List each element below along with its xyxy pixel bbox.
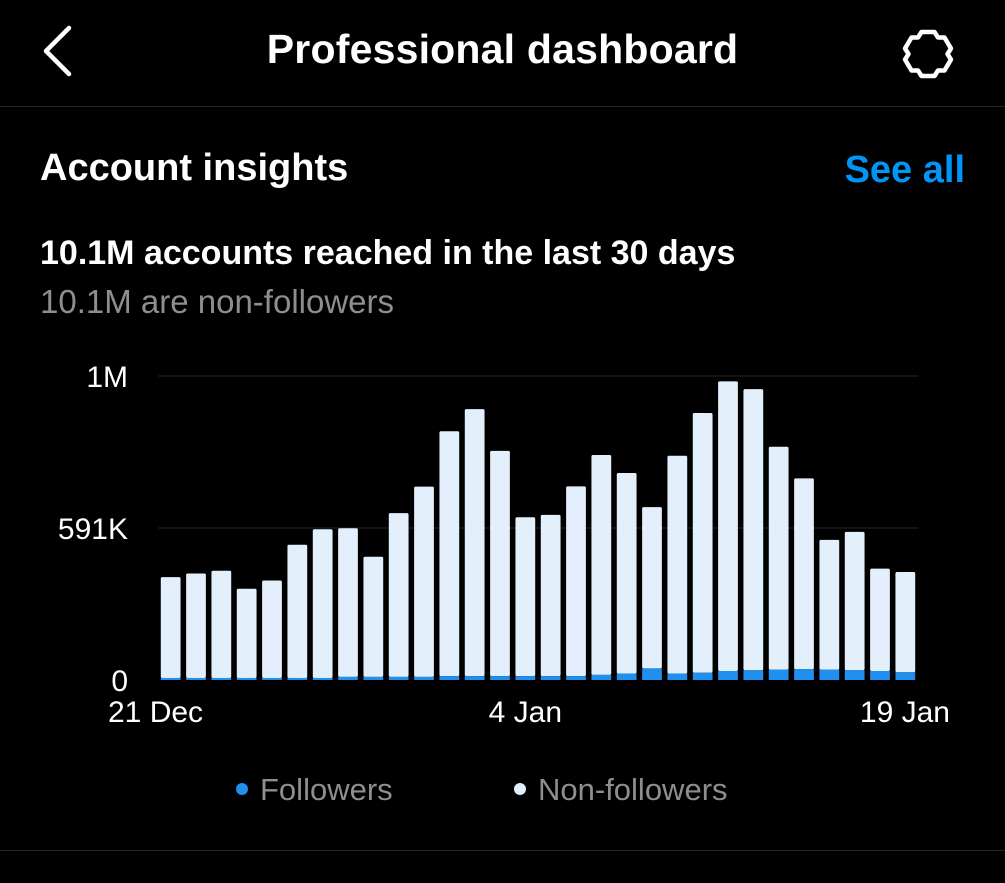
see-all-link[interactable]: See all — [844, 149, 965, 191]
bar-followers — [743, 670, 764, 680]
bar-non-followers — [338, 528, 358, 677]
chart-grid — [158, 375, 918, 529]
bar-followers — [718, 670, 738, 680]
non-followers-dot-icon — [514, 782, 526, 795]
reach-bar-chart: 0 591K 1M 21 Dec 4 Jan 19 Jan — [58, 361, 950, 729]
x-tick-label: 4 Jan — [489, 696, 562, 729]
bar-non-followers — [160, 577, 181, 678]
bar-followers — [870, 670, 890, 680]
bar-followers — [388, 676, 409, 680]
legend-item-followers: Followers — [236, 772, 393, 808]
bar-followers — [439, 676, 460, 680]
bar-followers — [794, 669, 814, 680]
bar-followers — [515, 676, 536, 680]
y-tick-label: 591K — [58, 513, 128, 546]
bar-non-followers — [667, 455, 688, 674]
bar-followers — [338, 676, 358, 680]
x-axis-labels: 21 Dec 4 Jan 19 Jan — [108, 696, 950, 729]
bar-followers — [186, 677, 206, 680]
bar-non-followers — [388, 513, 409, 677]
bar-non-followers — [768, 446, 789, 670]
section-title: Account insights — [40, 147, 349, 189]
bar-followers — [768, 669, 789, 680]
y-tick-label: 0 — [111, 665, 128, 698]
bar-non-followers — [718, 381, 738, 671]
bar-followers — [211, 677, 232, 680]
legend-label-followers: Followers — [260, 772, 393, 807]
bar-non-followers — [844, 531, 865, 671]
bar-non-followers — [363, 556, 384, 677]
bar-non-followers — [895, 571, 916, 673]
y-tick-label: 1M — [86, 361, 128, 394]
bar-non-followers — [236, 588, 257, 678]
x-tick-label: 21 Dec — [108, 696, 203, 729]
followers-dot-icon — [236, 782, 248, 795]
bar-non-followers — [870, 568, 890, 671]
bar-followers — [642, 668, 662, 680]
bar-followers — [464, 676, 485, 680]
bar-non-followers — [312, 529, 333, 678]
section-divider — [0, 850, 1005, 851]
gear-icon — [902, 29, 954, 79]
bar-followers — [262, 677, 282, 680]
bar-non-followers — [819, 539, 840, 670]
page-title: Professional dashboard — [266, 26, 739, 72]
chart-bars — [160, 381, 916, 680]
bar-non-followers — [540, 514, 561, 677]
bar-followers — [591, 674, 612, 680]
bar-followers — [312, 677, 333, 680]
bar-followers — [236, 677, 257, 680]
back-button[interactable] — [32, 20, 92, 80]
x-tick-label: 19 Jan — [860, 696, 950, 729]
y-axis-labels: 0 591K 1M — [58, 361, 128, 698]
reach-headline: 10.1M accounts reached in the last 30 da… — [40, 234, 736, 272]
top-bar: Professional dashboard — [0, 0, 1005, 107]
bar-followers — [819, 669, 840, 680]
bar-followers — [667, 673, 688, 680]
bar-non-followers — [642, 507, 662, 669]
bar-followers — [490, 676, 510, 680]
bar-followers — [287, 677, 308, 680]
bar-followers — [160, 677, 181, 680]
bar-followers — [616, 673, 637, 680]
bar-non-followers — [794, 478, 814, 670]
bar-followers — [363, 676, 384, 680]
bar-non-followers — [439, 431, 460, 677]
bar-non-followers — [515, 517, 536, 677]
bar-non-followers — [287, 544, 308, 678]
bar-non-followers — [591, 454, 612, 675]
bar-followers — [692, 672, 713, 680]
legend-item-non-followers: Non-followers — [514, 772, 728, 808]
settings-button[interactable] — [896, 22, 960, 86]
chart-legend: Followers Non-followers — [0, 772, 1005, 812]
bar-non-followers — [186, 573, 206, 678]
bar-non-followers — [566, 486, 586, 677]
bar-non-followers — [262, 580, 282, 678]
bar-followers — [895, 672, 916, 680]
bar-non-followers — [616, 472, 637, 674]
bar-non-followers — [692, 413, 713, 673]
bar-non-followers — [490, 450, 510, 677]
bar-followers — [414, 676, 434, 680]
bar-followers — [844, 670, 865, 680]
bar-non-followers — [743, 389, 764, 671]
bar-followers — [540, 676, 561, 680]
bar-non-followers — [211, 570, 232, 678]
chevron-left-icon — [43, 25, 72, 77]
bar-non-followers — [464, 409, 485, 677]
bar-non-followers — [414, 486, 434, 677]
legend-label-non-followers: Non-followers — [538, 772, 728, 807]
bar-followers — [566, 676, 586, 680]
reach-subtitle: 10.1M are non-followers — [40, 283, 395, 320]
